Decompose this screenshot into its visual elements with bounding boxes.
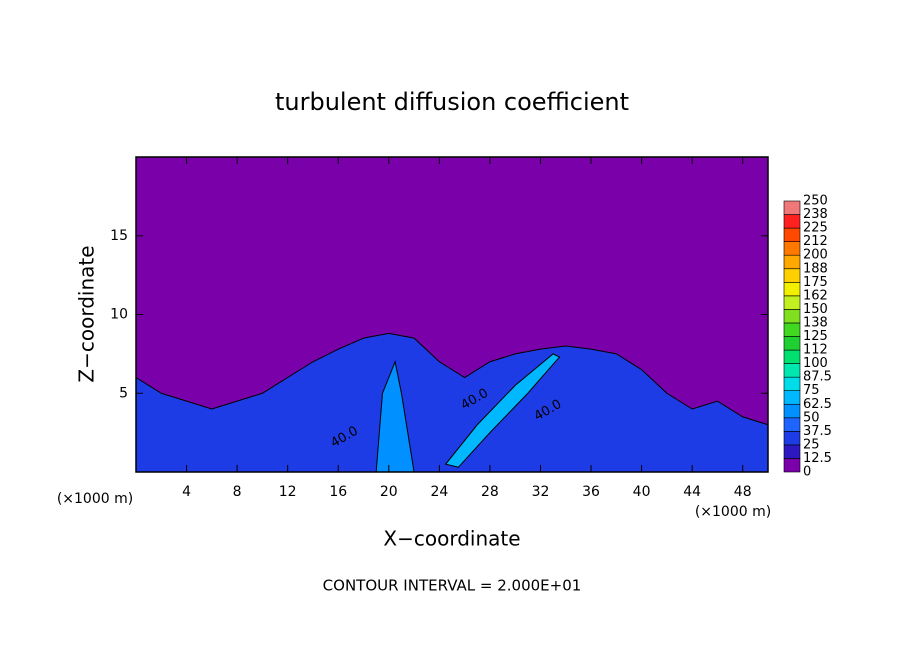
colorbar-label: 87.5 [803, 370, 832, 385]
x-axis-label: X−coordinate [383, 527, 520, 551]
y-tick-label: 5 [119, 385, 128, 401]
colorbar-swatch [783, 227, 801, 242]
colorbar-label: 200 [803, 248, 828, 263]
chart-title: turbulent diffusion coefficient [275, 88, 629, 116]
x-tick-label: 16 [329, 484, 347, 500]
colorbar-label: 138 [803, 315, 828, 330]
x-tick-label: 8 [233, 484, 242, 500]
x-tick-label: 20 [380, 484, 398, 500]
colorbar-label: 112 [803, 343, 828, 358]
colorbar-swatch [783, 363, 801, 378]
x-tick-label: 44 [683, 484, 701, 500]
colorbar-label: 0 [803, 465, 811, 480]
x-tick-label: 32 [532, 484, 550, 500]
colorbar-swatch [783, 376, 801, 391]
colorbar-swatch [783, 431, 801, 446]
colorbar-swatch [783, 295, 801, 310]
colorbar-swatch [783, 241, 801, 256]
x-tick-label: 28 [481, 484, 499, 500]
colorbar-label: 12.5 [803, 451, 832, 466]
colorbar-label: 212 [803, 234, 828, 249]
colorbar-swatch [783, 254, 801, 270]
field-region [135, 332, 769, 473]
colorbar-label: 25 [803, 437, 820, 452]
colorbar-label: 62.5 [803, 397, 832, 412]
x-tick-label: 36 [582, 484, 600, 500]
colorbar-label: 238 [803, 207, 828, 222]
colorbar-label: 75 [803, 383, 820, 398]
x-tick-label: 40 [633, 484, 651, 500]
y-tick-label: 15 [110, 228, 128, 244]
colorbar-label: 150 [803, 302, 828, 317]
colorbar-swatch [783, 281, 801, 297]
colorbar-swatch [783, 200, 801, 215]
colorbar-swatch [783, 349, 801, 364]
y-unit-label: (×1000 m) [57, 491, 133, 507]
y-tick-label: 10 [110, 307, 128, 323]
colorbar-swatch [783, 458, 801, 473]
colorbar-label: 162 [803, 288, 828, 303]
x-tick-label: 48 [734, 484, 752, 500]
field-region [444, 353, 561, 468]
x-tick-label: 24 [430, 484, 448, 500]
colorbar-label: 225 [803, 221, 828, 236]
colorbar-label: 188 [803, 261, 828, 276]
x-tick-label: 4 [182, 484, 191, 500]
colorbar-swatch [783, 309, 801, 324]
colorbar-swatch [783, 403, 801, 419]
colorbar-label: 250 [803, 194, 828, 209]
colorbar-label: 37.5 [803, 424, 832, 439]
colorbar-swatch [783, 336, 801, 351]
x-unit-label: (×1000 m) [695, 504, 771, 520]
colorbar-swatch [783, 214, 801, 229]
colorbar-swatch [783, 390, 801, 405]
colorbar-label: 100 [803, 356, 828, 371]
colorbar-label: 125 [803, 329, 828, 344]
y-axis-label: Z−coordinate [75, 245, 99, 382]
colorbar-swatch [783, 268, 801, 283]
colorbar-label: 50 [803, 410, 820, 425]
footer-note: CONTOUR INTERVAL = 2.000E+01 [323, 577, 582, 595]
colorbar-swatch [783, 322, 801, 337]
x-tick-label: 12 [279, 484, 297, 500]
colorbar-swatch [783, 444, 801, 459]
colorbar-label: 175 [803, 275, 828, 290]
colorbar-swatch [783, 417, 801, 432]
